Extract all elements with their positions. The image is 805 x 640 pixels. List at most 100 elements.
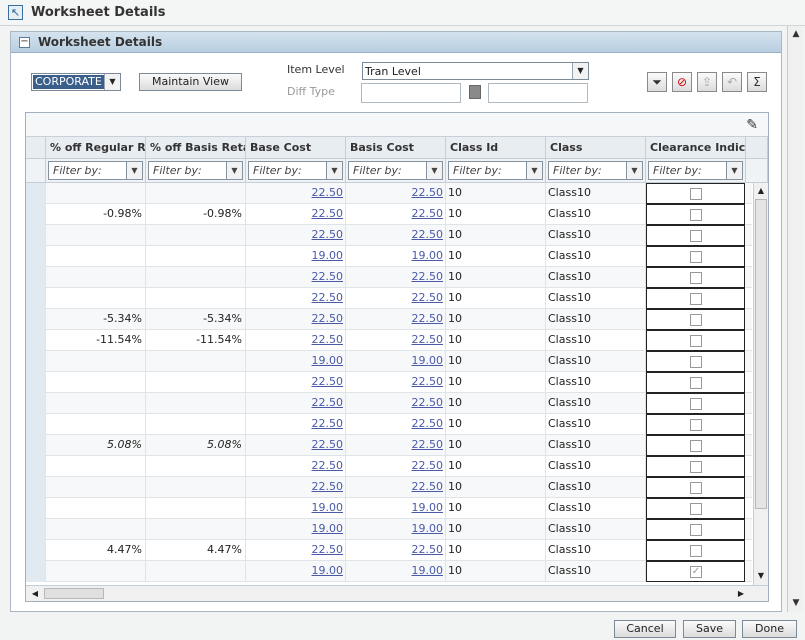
row-selector[interactable] — [26, 225, 46, 246]
base-cost-link[interactable]: 19.00 — [246, 561, 346, 582]
column-header[interactable]: Base Cost — [246, 137, 346, 158]
row-selector[interactable] — [26, 477, 46, 498]
basis-cost-link[interactable]: 22.50 — [346, 414, 446, 435]
basis-cost-link[interactable]: 22.50 — [346, 225, 446, 246]
basis-cost-link[interactable]: 22.50 — [346, 372, 446, 393]
table-row[interactable]: 22.50 22.50 10 Class10 — [26, 267, 752, 288]
table-row[interactable]: 19.00 19.00 10 Class10 — [26, 519, 752, 540]
scroll-up-icon[interactable]: ▲ — [757, 186, 765, 195]
table-row[interactable]: 22.50 22.50 10 Class10 — [26, 456, 752, 477]
filter-dropdown[interactable]: Filter by: ▼ — [648, 161, 743, 180]
clearance-checkbox[interactable] — [690, 377, 702, 389]
basis-cost-link[interactable]: 22.50 — [346, 330, 446, 351]
base-cost-link[interactable]: 22.50 — [246, 288, 346, 309]
table-row[interactable]: 5.08% 5.08% 22.50 22.50 10 Class10 — [26, 435, 752, 456]
clearance-checkbox[interactable] — [690, 335, 702, 347]
row-selector[interactable] — [26, 498, 46, 519]
table-row[interactable]: 19.00 19.00 10 Class10 — [26, 246, 752, 267]
row-selector[interactable] — [26, 309, 46, 330]
clearance-checkbox[interactable] — [690, 251, 702, 263]
grid-horizontal-scrollbar[interactable]: ◀ ▶ — [26, 585, 768, 601]
row-selector[interactable] — [26, 267, 46, 288]
table-row[interactable]: 19.00 19.00 10 Class10 ✓ — [26, 561, 752, 582]
collapse-icon[interactable]: − — [19, 36, 30, 48]
basis-cost-link[interactable]: 22.50 — [346, 183, 446, 204]
pencil-edit-icon[interactable]: ✎ — [746, 117, 758, 133]
table-row[interactable]: 4.47% 4.47% 22.50 22.50 10 Class10 — [26, 540, 752, 561]
chevron-down-icon[interactable]: ▼ — [326, 162, 342, 179]
base-cost-link[interactable]: 22.50 — [246, 477, 346, 498]
basis-cost-link[interactable]: 19.00 — [346, 246, 446, 267]
base-cost-link[interactable]: 19.00 — [246, 351, 346, 372]
column-header[interactable]: % off Regular Retail — [46, 137, 146, 158]
basis-cost-link[interactable]: 22.50 — [346, 456, 446, 477]
chevron-down-icon[interactable]: ▼ — [226, 162, 242, 179]
table-row[interactable]: 22.50 22.50 10 Class10 — [26, 225, 752, 246]
base-cost-link[interactable]: 22.50 — [246, 204, 346, 225]
table-row[interactable]: 22.50 22.50 10 Class10 — [26, 414, 752, 435]
chevron-down-icon[interactable]: ▼ — [572, 63, 588, 79]
chevron-down-icon[interactable]: ▼ — [126, 162, 142, 179]
clearance-checkbox[interactable] — [690, 503, 702, 515]
clearance-checkbox[interactable] — [690, 314, 702, 326]
row-selector[interactable] — [26, 351, 46, 372]
clearance-checkbox[interactable] — [690, 230, 702, 242]
clearance-checkbox[interactable] — [690, 356, 702, 368]
clearance-checkbox[interactable] — [690, 419, 702, 431]
row-selector[interactable] — [26, 561, 46, 582]
base-cost-link[interactable]: 22.50 — [246, 414, 346, 435]
base-cost-link[interactable]: 22.50 — [246, 183, 346, 204]
base-cost-link[interactable]: 19.00 — [246, 246, 346, 267]
chevron-down-icon[interactable]: ▼ — [104, 74, 120, 90]
basis-cost-link[interactable]: 22.50 — [346, 477, 446, 498]
chevron-down-icon[interactable]: ▼ — [726, 162, 742, 179]
base-cost-link[interactable]: 22.50 — [246, 456, 346, 477]
basis-cost-link[interactable]: 19.00 — [346, 561, 446, 582]
base-cost-link[interactable]: 22.50 — [246, 225, 346, 246]
table-row[interactable]: -5.34% -5.34% 22.50 22.50 10 Class10 — [26, 309, 752, 330]
done-button[interactable]: Done — [742, 620, 797, 638]
basis-cost-link[interactable]: 19.00 — [346, 519, 446, 540]
maintain-view-button[interactable]: Maintain View — [139, 73, 242, 91]
base-cost-link[interactable]: 22.50 — [246, 393, 346, 414]
row-selector[interactable] — [26, 435, 46, 456]
basis-cost-link[interactable]: 22.50 — [346, 204, 446, 225]
clearance-checkbox[interactable] — [690, 209, 702, 221]
row-selector[interactable] — [26, 288, 46, 309]
column-header[interactable]: Clearance Indicator — [646, 137, 746, 158]
row-selector[interactable] — [26, 330, 46, 351]
chevron-down-icon[interactable]: ▼ — [526, 162, 542, 179]
cancel-button[interactable]: Cancel — [614, 620, 676, 638]
basis-cost-link[interactable]: 22.50 — [346, 540, 446, 561]
scroll-thumb[interactable] — [755, 199, 767, 509]
base-cost-link[interactable]: 22.50 — [246, 372, 346, 393]
table-row[interactable]: 19.00 19.00 10 Class10 — [26, 351, 752, 372]
base-cost-link[interactable]: 22.50 — [246, 309, 346, 330]
clearance-checkbox[interactable] — [690, 398, 702, 410]
clearance-checkbox[interactable] — [690, 524, 702, 536]
base-cost-link[interactable]: 22.50 — [246, 540, 346, 561]
basis-cost-link[interactable]: 19.00 — [346, 498, 446, 519]
basis-cost-link[interactable]: 19.00 — [346, 351, 446, 372]
table-row[interactable]: 22.50 22.50 10 Class10 — [26, 288, 752, 309]
chevron-down-icon[interactable]: ▼ — [626, 162, 642, 179]
location-select[interactable]: CORPORATE ▼ — [31, 73, 121, 91]
filter-dropdown[interactable]: Filter by: ▼ — [548, 161, 643, 180]
clearance-checkbox[interactable] — [690, 293, 702, 305]
basis-cost-link[interactable]: 22.50 — [346, 393, 446, 414]
scroll-down-icon[interactable]: ▼ — [792, 598, 800, 608]
scroll-left-icon[interactable]: ◀ — [31, 589, 39, 598]
basis-cost-link[interactable]: 22.50 — [346, 309, 446, 330]
row-selector[interactable] — [26, 414, 46, 435]
clearance-checkbox[interactable] — [690, 272, 702, 284]
table-row[interactable]: 22.50 22.50 10 Class10 — [26, 477, 752, 498]
row-selector[interactable] — [26, 246, 46, 267]
clearance-checkbox[interactable] — [690, 188, 702, 200]
basis-cost-link[interactable]: 22.50 — [346, 267, 446, 288]
row-selector[interactable] — [26, 393, 46, 414]
filter-icon[interactable]: ⏷ — [647, 72, 667, 92]
base-cost-link[interactable]: 22.50 — [246, 330, 346, 351]
page-scrollbar[interactable]: ▲ ▼ — [787, 26, 803, 612]
column-header[interactable]: % off Basis Retail — [146, 137, 246, 158]
filter-dropdown[interactable]: Filter by: ▼ — [448, 161, 543, 180]
